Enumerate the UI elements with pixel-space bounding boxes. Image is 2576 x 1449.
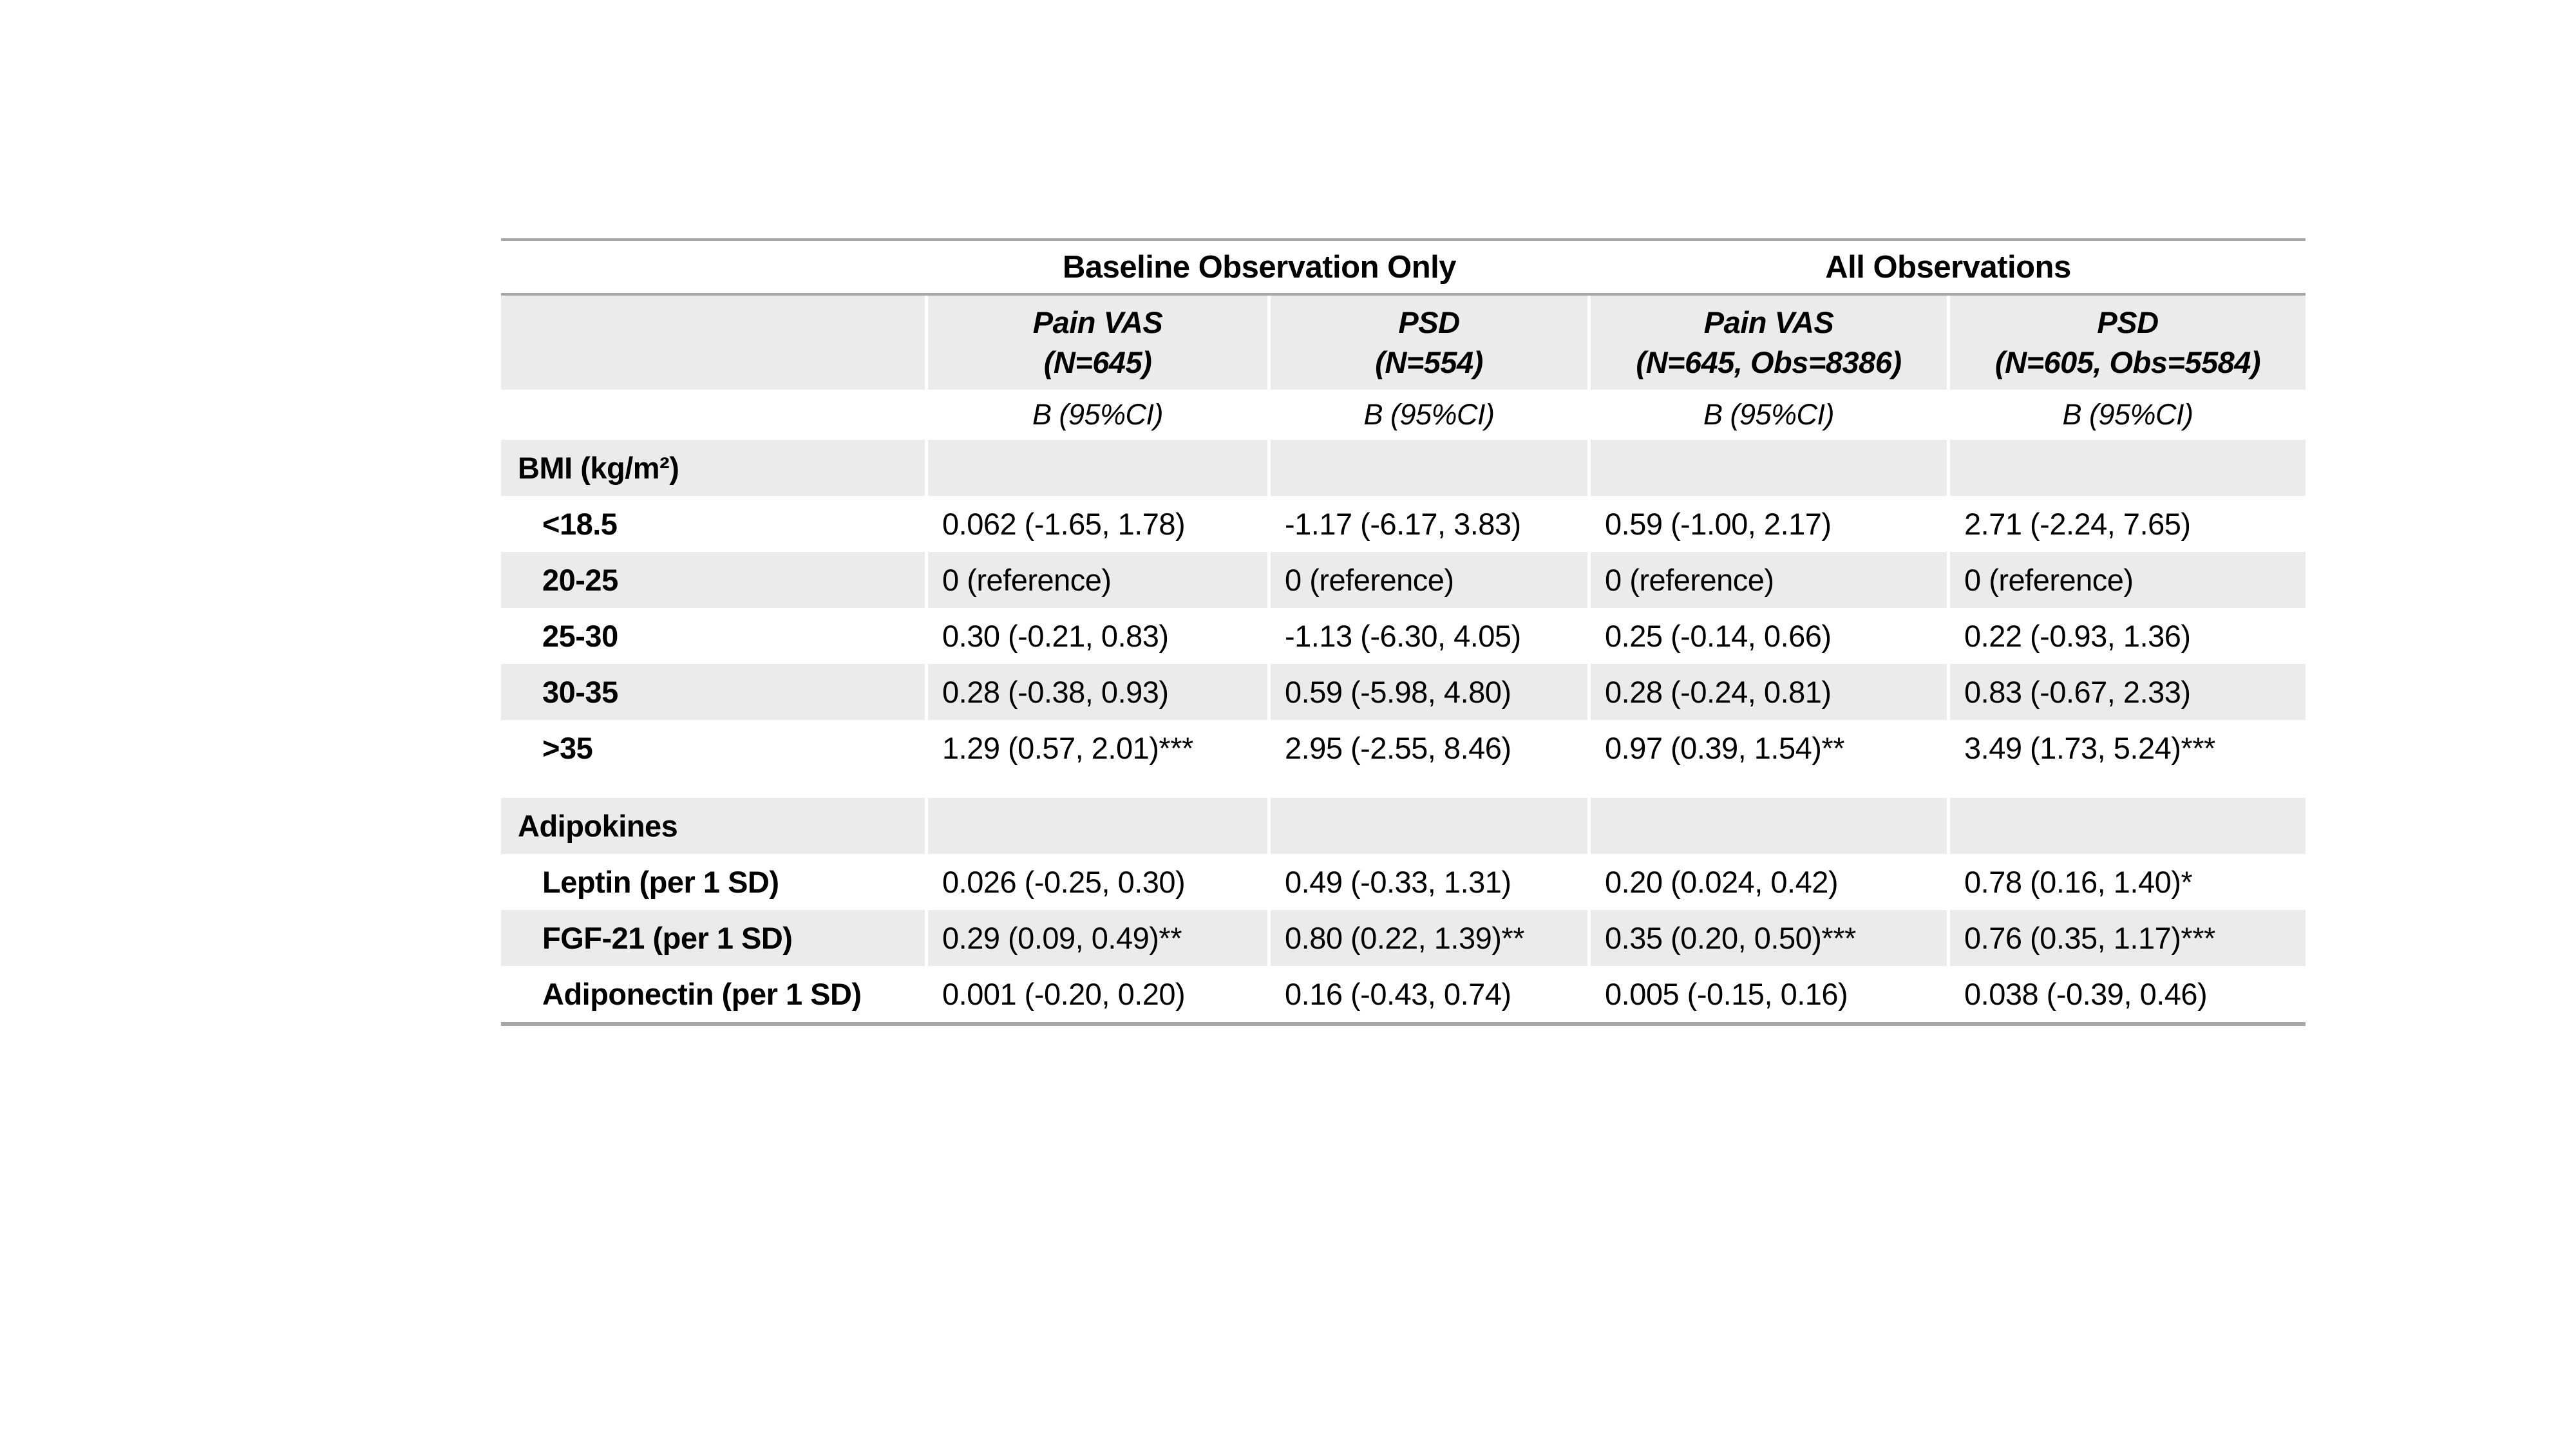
value-cell: 0.35 (0.20, 0.50)*** bbox=[1591, 910, 1950, 966]
header-rule bbox=[501, 293, 2306, 296]
corner-cell bbox=[501, 241, 928, 293]
value-cell: 0.28 (-0.24, 0.81) bbox=[1591, 664, 1950, 720]
group-header-baseline: Baseline Observation Only bbox=[1062, 249, 1457, 285]
row-label: 30-35 bbox=[501, 664, 928, 720]
value-cell: -1.17 (-6.17, 3.83) bbox=[1271, 496, 1591, 552]
empty-cell bbox=[928, 440, 1271, 496]
bottom-rule bbox=[501, 1022, 2306, 1026]
col-header-n: (N=605, Obs=5584) bbox=[1994, 345, 2261, 379]
regression-results-table: Baseline Observation Only All Observatio… bbox=[501, 238, 2306, 1026]
section-title-row: BMI (kg/m²) bbox=[501, 440, 2306, 496]
table-row: >35 1.29 (0.57, 2.01)*** 2.95 (-2.55, 8.46… bbox=[501, 720, 2306, 776]
value-cell: 0.062 (-1.65, 1.78) bbox=[928, 496, 1271, 552]
value-cell: 0.29 (0.09, 0.49)** bbox=[928, 910, 1271, 966]
col-header-pain-vas-baseline: Pain VAS (N=645) bbox=[928, 296, 1271, 390]
empty-cell bbox=[1950, 798, 2306, 854]
empty-cell bbox=[1271, 798, 1591, 854]
column-header-row: Pain VAS (N=645) PSD (N=554) Pain VAS (N… bbox=[501, 296, 2306, 390]
col-header-n: (N=645) bbox=[1043, 345, 1152, 379]
col-header-title: PSD bbox=[2097, 305, 2159, 339]
value-cell: 0.49 (-0.33, 1.31) bbox=[1271, 854, 1591, 910]
table-row: <18.5 0.062 (-1.65, 1.78) -1.17 (-6.17, 3.… bbox=[501, 496, 2306, 552]
table-body: BMI (kg/m²) <18.5 0.062 (-1.65, 1.78) -1.17… bbox=[501, 440, 2306, 1022]
value-cell: 0.22 (-0.93, 1.36) bbox=[1964, 619, 2191, 653]
empty-cell bbox=[501, 390, 928, 440]
col-header-title: PSD bbox=[1398, 305, 1460, 339]
col-header-pain-vas-all: Pain VAS (N=645, Obs=8386) bbox=[1591, 296, 1950, 390]
group-header-row: Baseline Observation Only All Observatio… bbox=[501, 241, 2306, 293]
empty-cell bbox=[1591, 440, 1950, 496]
empty-cell bbox=[928, 798, 1271, 854]
col-header-n: (N=554) bbox=[1375, 345, 1483, 379]
value-cell: 0.83 (-0.67, 2.33) bbox=[1964, 675, 2191, 709]
table-row: Leptin (per 1 SD) 0.026 (-0.25, 0.30) 0.49… bbox=[501, 854, 2306, 910]
value-cell: 0.59 (-5.98, 4.80) bbox=[1271, 664, 1591, 720]
value-cell: 0 (reference) bbox=[928, 552, 1271, 608]
value-cell: 0.16 (-0.43, 0.74) bbox=[1271, 966, 1591, 1022]
value-cell: 1.29 (0.57, 2.01)*** bbox=[928, 720, 1271, 776]
table-row: FGF-21 (per 1 SD) 0.29 (0.09, 0.49)** 0.80… bbox=[501, 910, 2306, 966]
value-cell: 0.78 (0.16, 1.40)* bbox=[1964, 865, 2193, 899]
row-label: <18.5 bbox=[501, 496, 928, 552]
row-label: Adiponectin (per 1 SD) bbox=[501, 966, 928, 1022]
value-cell: -1.13 (-6.30, 4.05) bbox=[1271, 608, 1591, 664]
row-label: FGF-21 (per 1 SD) bbox=[501, 910, 928, 966]
value-cell: 3.49 (1.73, 5.24)*** bbox=[1964, 731, 2215, 765]
col-header-title: Pain VAS bbox=[1032, 305, 1163, 339]
value-cell: 0.005 (-0.15, 0.16) bbox=[1591, 966, 1950, 1022]
table-row: 30-35 0.28 (-0.38, 0.93) 0.59 (-5.98, 4.80… bbox=[501, 664, 2306, 720]
col-header-psd-baseline: PSD (N=554) bbox=[1271, 296, 1591, 390]
group-header-all-observations: All Observations bbox=[1825, 249, 2071, 285]
section-gap bbox=[501, 776, 2306, 798]
section-title: BMI (kg/m²) bbox=[501, 440, 928, 496]
table-row: 25-30 0.30 (-0.21, 0.83) -1.13 (-6.30, 4.0… bbox=[501, 608, 2306, 664]
value-cell: 0.59 (-1.00, 2.17) bbox=[1591, 496, 1950, 552]
value-cell: 0.026 (-0.25, 0.30) bbox=[928, 854, 1271, 910]
empty-cell bbox=[1271, 440, 1591, 496]
table-row: 20-25 0 (reference) 0 (reference) 0 (refere… bbox=[501, 552, 2306, 608]
row-label: Leptin (per 1 SD) bbox=[501, 854, 928, 910]
stat-label: B (95%CI) bbox=[2062, 398, 2193, 431]
top-rule bbox=[501, 238, 2306, 241]
value-cell: 0.038 (-0.39, 0.46) bbox=[1964, 977, 2208, 1011]
value-cell: 0.20 (0.024, 0.42) bbox=[1591, 854, 1950, 910]
value-cell: 0 (reference) bbox=[1964, 563, 2134, 597]
value-cell: 0.001 (-0.20, 0.20) bbox=[928, 966, 1271, 1022]
stat-label: B (95%CI) bbox=[1591, 390, 1950, 440]
col-header-psd-all: PSD (N=605, Obs=5584) bbox=[1950, 296, 2306, 390]
value-cell: 2.95 (-2.55, 8.46) bbox=[1271, 720, 1591, 776]
section-title: Adipokines bbox=[501, 798, 928, 854]
col-header-title: Pain VAS bbox=[1703, 305, 1834, 339]
value-cell: 0.80 (0.22, 1.39)** bbox=[1271, 910, 1591, 966]
empty-header-cell bbox=[501, 296, 928, 390]
value-cell: 0.30 (-0.21, 0.83) bbox=[928, 608, 1271, 664]
row-label: 25-30 bbox=[501, 608, 928, 664]
table-row: Adiponectin (per 1 SD) 0.001 (-0.20, 0.20… bbox=[501, 966, 2306, 1022]
value-cell: 0.28 (-0.38, 0.93) bbox=[928, 664, 1271, 720]
empty-cell bbox=[1591, 798, 1950, 854]
stat-label: B (95%CI) bbox=[1271, 390, 1591, 440]
value-cell: 2.71 (-2.24, 7.65) bbox=[1964, 507, 2191, 541]
value-cell: 0 (reference) bbox=[1591, 552, 1950, 608]
stat-label: B (95%CI) bbox=[928, 390, 1271, 440]
value-cell: 0.25 (-0.14, 0.66) bbox=[1591, 608, 1950, 664]
value-cell: 0 (reference) bbox=[1271, 552, 1591, 608]
col-header-n: (N=645, Obs=8386) bbox=[1636, 345, 1902, 379]
stat-label-row: B (95%CI) B (95%CI) B (95%CI) B (95%CI) bbox=[501, 390, 2306, 440]
row-label: 20-25 bbox=[501, 552, 928, 608]
value-cell: 0.76 (0.35, 1.17)*** bbox=[1964, 921, 2215, 955]
value-cell: 0.97 (0.39, 1.54)** bbox=[1591, 720, 1950, 776]
empty-cell bbox=[1950, 440, 2306, 496]
row-label: >35 bbox=[501, 720, 928, 776]
section-title-row: Adipokines bbox=[501, 798, 2306, 854]
